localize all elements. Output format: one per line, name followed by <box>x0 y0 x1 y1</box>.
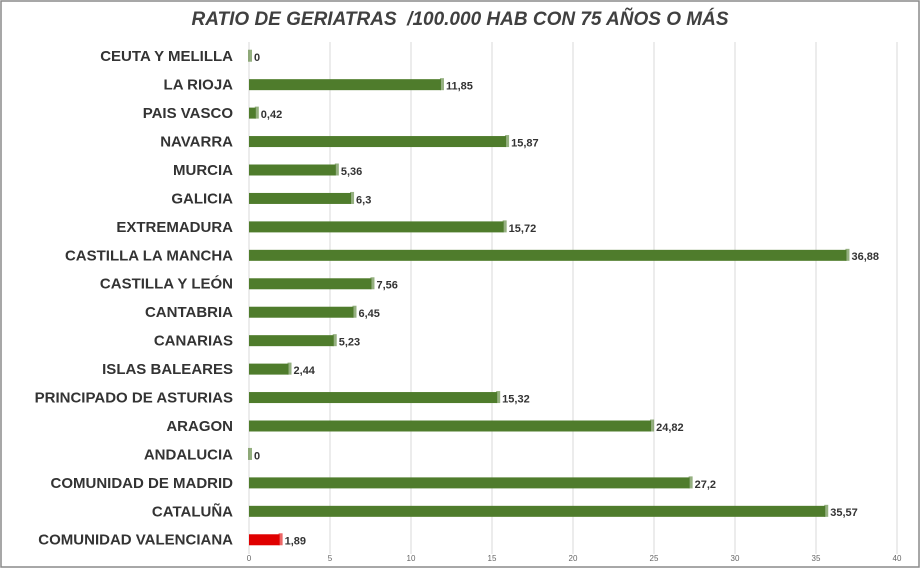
data-label: 0 <box>254 450 260 462</box>
x-tick-label: 35 <box>812 554 821 563</box>
bar-cap <box>439 78 444 91</box>
y-tick-label: CEUTA Y MELILLA <box>100 48 233 65</box>
y-tick-label: COMUNIDAD DE MADRID <box>51 475 234 492</box>
y-tick-label: CANARIAS <box>154 333 233 350</box>
x-tick-label: 20 <box>569 554 578 563</box>
data-label: 5,36 <box>341 166 362 178</box>
bar-cap <box>352 305 357 318</box>
bar-cap <box>334 163 339 176</box>
bar-cap <box>350 191 355 204</box>
x-tick-label: 25 <box>650 554 659 563</box>
bar <box>249 249 847 261</box>
data-label: 0 <box>254 52 260 64</box>
x-tick-label: 10 <box>407 554 416 563</box>
bar-cap <box>688 476 693 489</box>
bar <box>249 278 372 290</box>
data-label: 36,88 <box>851 251 879 263</box>
y-tick-label: ISLAS BALEARES <box>102 361 233 378</box>
data-label: 15,32 <box>502 393 530 405</box>
data-label: 5,23 <box>339 337 360 349</box>
bar-cap <box>332 334 337 347</box>
data-label: 1,89 <box>285 536 306 548</box>
x-tick-label: 30 <box>731 554 740 563</box>
bar <box>249 306 354 318</box>
bar <box>249 335 334 347</box>
data-label: 11,85 <box>446 81 473 93</box>
data-label: 0,42 <box>261 109 282 121</box>
bar <box>249 221 504 233</box>
x-tick-label: 0 <box>247 554 252 563</box>
bar-cap <box>502 220 507 233</box>
y-tick-label: PAIS VASCO <box>143 105 234 122</box>
chart-title: RATIO DE GERIATRAS /100.000 HAB CON 75 A… <box>191 8 728 30</box>
bar-cap <box>650 419 655 432</box>
bar <box>249 107 256 119</box>
x-tick-label: 15 <box>488 554 497 563</box>
x-tick-label: 40 <box>893 554 902 563</box>
bar <box>249 420 652 432</box>
y-tick-label: PRINCIPADO DE ASTURIAS <box>35 390 233 407</box>
bar <box>249 79 441 91</box>
data-label: 2,44 <box>294 365 316 377</box>
data-label: 27,2 <box>695 479 716 491</box>
bar-cap <box>248 49 252 62</box>
y-tick-label: EXTREMADURA <box>116 219 233 236</box>
y-tick-label: GALICIA <box>171 190 233 207</box>
bar-cap <box>496 391 501 404</box>
y-tick-label: ANDALUCIA <box>144 446 233 463</box>
data-label: 7,56 <box>376 280 397 292</box>
bar-cap <box>370 277 375 290</box>
bar-cap <box>287 362 292 375</box>
y-tick-label: MURCIA <box>173 162 233 179</box>
y-tick-label: LA RIOJA <box>164 77 234 94</box>
bar <box>249 192 352 204</box>
y-tick-label: NAVARRA <box>160 134 233 151</box>
data-label: 6,45 <box>358 308 379 320</box>
bar <box>249 534 280 546</box>
bar-cap <box>505 135 510 148</box>
bar <box>249 477 690 489</box>
data-label: 15,87 <box>511 137 539 149</box>
bar-cap <box>278 533 283 546</box>
bar <box>249 136 507 148</box>
bar <box>249 505 826 517</box>
data-label: 24,82 <box>656 422 684 434</box>
bar-cap <box>248 447 252 460</box>
bar <box>249 363 289 375</box>
y-tick-label: CASTILLA Y LEÓN <box>100 275 233 293</box>
bar-cap <box>254 106 259 119</box>
x-tick-label: 5 <box>328 554 333 563</box>
y-tick-label: COMUNIDAD VALENCIANA <box>38 532 233 549</box>
y-tick-label: CATALUÑA <box>152 502 233 520</box>
bar-cap <box>845 248 850 261</box>
y-tick-label: CASTILLA LA MANCHA <box>65 247 233 264</box>
data-label: 35,57 <box>830 507 858 519</box>
bar <box>249 164 336 176</box>
data-label: 6,3 <box>356 194 371 206</box>
y-tick-label: CANTABRIA <box>145 304 233 321</box>
data-label: 15,72 <box>509 223 537 235</box>
y-tick-label: ARAGON <box>166 418 233 435</box>
bar <box>249 392 498 404</box>
bar-cap <box>824 504 829 517</box>
